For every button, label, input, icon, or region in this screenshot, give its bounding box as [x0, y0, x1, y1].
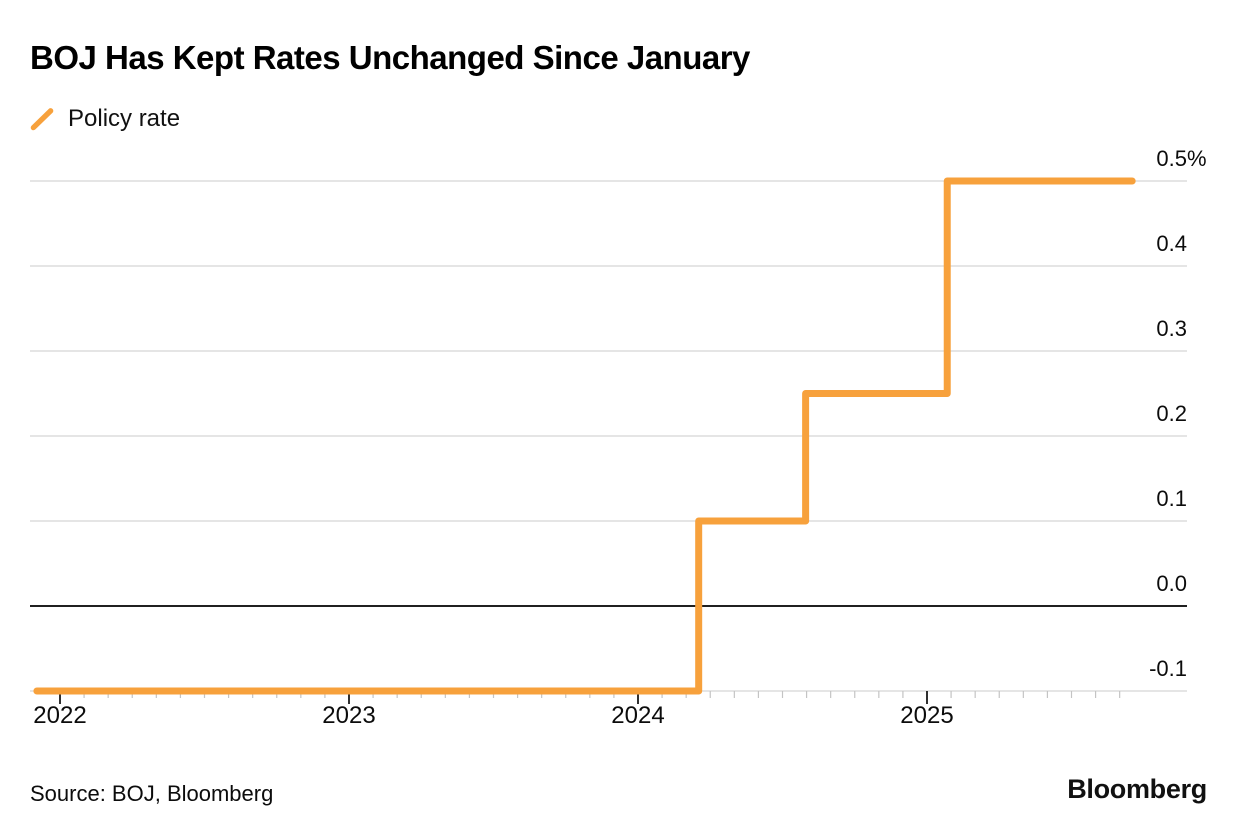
chart-legend: Policy rate	[30, 106, 180, 132]
bloomberg-logo: Bloomberg	[1067, 774, 1207, 804]
gridlines	[30, 180, 1187, 692]
source-note: Source: BOJ, Bloomberg	[30, 781, 274, 806]
y-axis-label: 0.3	[1156, 316, 1187, 341]
y-axis-label: 0.5%	[1156, 146, 1207, 171]
x-axis-label: 2025	[900, 702, 954, 729]
y-axis-label: -0.1	[1149, 656, 1187, 681]
chart-title: BOJ Has Kept Rates Unchanged Since Janua…	[30, 39, 750, 76]
policy-rate-series-line	[33, 177, 1136, 695]
y-axis-label: 0.4	[1156, 231, 1187, 256]
x-axis-label: 2024	[611, 702, 665, 729]
x-axis-label: 2023	[322, 702, 376, 729]
policy-rate-line-icon	[30, 108, 54, 131]
x-axis-label: 2022	[33, 702, 87, 729]
y-axis-label: 0.2	[1156, 401, 1187, 426]
legend-label: Policy rate	[68, 105, 181, 132]
y-axis-label: 0.1	[1156, 486, 1187, 511]
y-axis-label: 0.0	[1156, 571, 1187, 596]
